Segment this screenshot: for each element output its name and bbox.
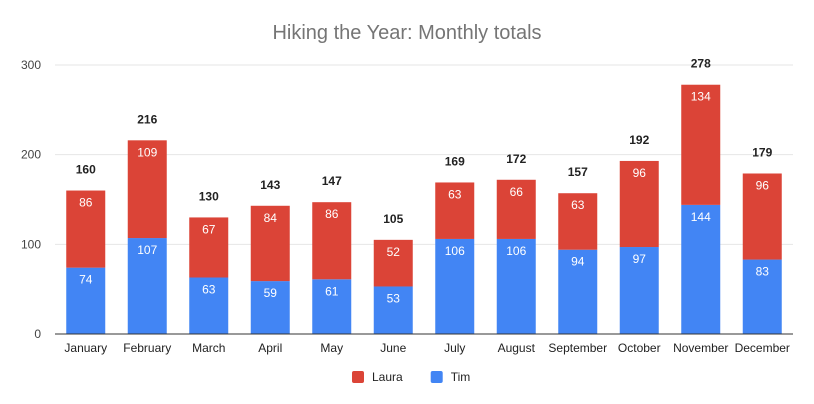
- x-tick-label: March: [192, 341, 225, 355]
- data-label-tim: 94: [571, 255, 585, 269]
- x-tick-label: December: [735, 341, 790, 355]
- total-label: 130: [199, 189, 219, 203]
- x-tick-label: July: [444, 341, 465, 355]
- data-label-tim: 61: [325, 284, 339, 298]
- total-label: 157: [568, 165, 588, 179]
- total-label: 192: [629, 133, 649, 147]
- bar-segment-laura: [373, 239, 413, 287]
- data-label-tim: 144: [691, 210, 711, 224]
- data-label-laura: 96: [633, 166, 647, 180]
- bar-segment-tim: [681, 204, 721, 334]
- legend-label-laura: Laura: [372, 370, 403, 384]
- bar-segment-laura: [66, 190, 106, 268]
- data-label-laura: 86: [79, 196, 93, 210]
- data-label-laura: 96: [756, 178, 770, 192]
- x-axis-ticks: January February March April May June July Augu…: [64, 341, 790, 355]
- data-label-tim: 53: [387, 291, 401, 305]
- y-tick-label: 100: [21, 237, 41, 251]
- bar-segment-tim: [742, 259, 782, 334]
- bar-segment-tim: [373, 286, 413, 334]
- y-axis-ticks: 0 100 200 300: [21, 58, 41, 341]
- bar-segment-laura: [681, 84, 721, 205]
- bar-segment-laura: [558, 193, 598, 250]
- x-tick-label: April: [258, 341, 282, 355]
- x-tick-label: May: [320, 341, 343, 355]
- data-label-tim: 83: [756, 265, 770, 279]
- y-tick-label: 200: [21, 148, 41, 162]
- bar-segment-laura: [435, 182, 475, 239]
- bar-segment-laura: [496, 179, 536, 239]
- bars: 74 86 160 107 109 216 63 67 130 59 84 143 61 86 147 53 5…: [66, 57, 782, 334]
- total-label: 143: [260, 178, 280, 192]
- bar-segment-tim: [496, 238, 536, 334]
- bar-segment-tim: [312, 279, 352, 334]
- total-label: 172: [506, 152, 526, 166]
- bar-segment-laura: [127, 140, 167, 239]
- x-tick-label: June: [380, 341, 406, 355]
- data-label-tim: 97: [633, 252, 647, 266]
- data-label-laura: 67: [202, 222, 216, 236]
- gridlines: [55, 64, 793, 245]
- bar-segment-tim: [66, 267, 106, 334]
- data-label-laura: 109: [137, 145, 157, 159]
- data-label-laura: 84: [264, 211, 278, 225]
- x-tick-label: September: [548, 341, 607, 355]
- bar-segment-tim: [619, 247, 659, 334]
- y-tick-label: 0: [34, 327, 41, 341]
- data-label-tim: 59: [264, 286, 278, 300]
- data-label-tim: 63: [202, 283, 216, 297]
- data-label-laura: 134: [691, 90, 711, 104]
- data-label-laura: 63: [448, 187, 462, 201]
- total-label: 216: [137, 112, 157, 126]
- data-label-tim: 107: [137, 243, 157, 257]
- y-tick-label: 300: [21, 58, 41, 72]
- total-label: 160: [76, 163, 96, 177]
- data-label-tim: 74: [79, 273, 93, 287]
- bar-segment-tim: [189, 277, 229, 334]
- bar-segment-tim: [435, 238, 475, 334]
- legend: Laura Tim: [352, 370, 470, 384]
- bar-segment-laura: [189, 217, 229, 278]
- legend-label-tim: Tim: [451, 370, 471, 384]
- data-label-laura: 66: [510, 185, 524, 199]
- x-tick-label: February: [123, 341, 171, 355]
- bar-segment-tim: [127, 238, 167, 334]
- x-tick-label: January: [64, 341, 107, 355]
- data-label-laura: 86: [325, 207, 339, 221]
- chart-title: Hiking the Year: Monthly totals: [272, 22, 541, 44]
- data-label-laura: 63: [571, 198, 585, 212]
- x-tick-label: November: [673, 341, 728, 355]
- bar-segment-laura: [619, 160, 659, 248]
- total-label: 179: [752, 145, 772, 159]
- total-label: 147: [322, 174, 342, 188]
- legend-swatch-tim: [430, 371, 443, 383]
- legend-swatch-laura: [352, 371, 364, 383]
- bar-segment-tim: [558, 249, 598, 334]
- bar-segment-tim: [250, 281, 290, 334]
- data-label-tim: 106: [506, 244, 526, 258]
- data-label-laura: 52: [387, 245, 401, 259]
- total-label: 278: [691, 57, 711, 71]
- data-label-tim: 106: [445, 244, 465, 258]
- x-tick-label: October: [618, 341, 661, 355]
- bar-segment-laura: [312, 202, 352, 280]
- bar-segment-laura: [742, 173, 782, 260]
- bar-segment-laura: [250, 205, 290, 282]
- total-label: 169: [445, 154, 465, 168]
- x-tick-label: August: [498, 341, 536, 355]
- total-label: 105: [383, 212, 403, 226]
